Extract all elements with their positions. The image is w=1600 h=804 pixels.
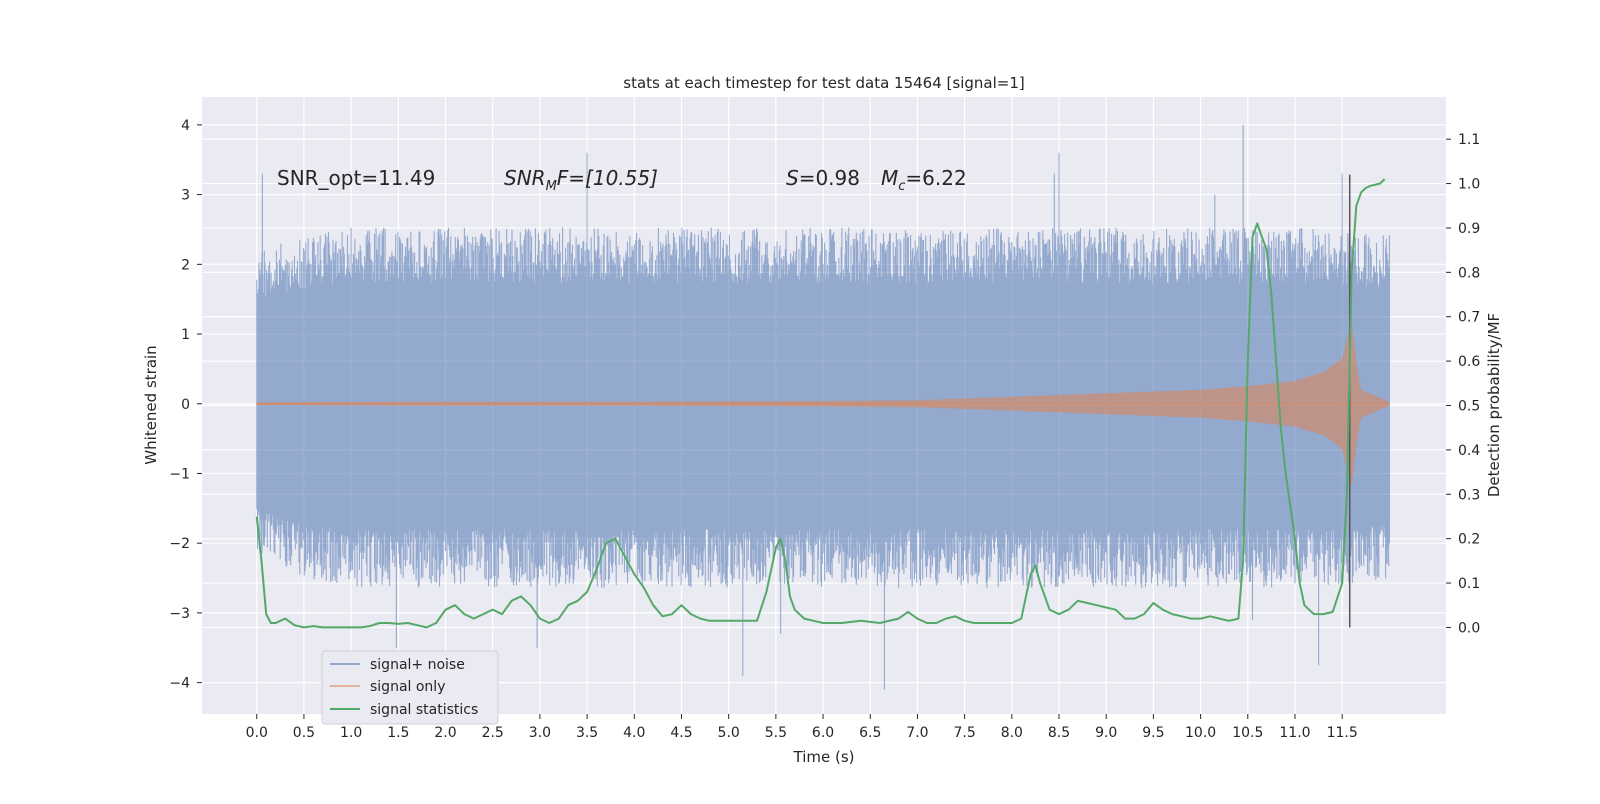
y2-tick-label: 1.1 — [1458, 132, 1480, 148]
snr-mf-subscript: M — [546, 179, 557, 194]
snr-mf-annotation: SNRMF=[10.55] — [504, 166, 658, 194]
x-axis-label: Time (s) — [793, 748, 855, 766]
chirp-mass-annotation: Mc=6.22 — [881, 166, 967, 194]
y-tick-label: 3 — [181, 188, 190, 204]
chart-title: stats at each timestep for test data 154… — [623, 74, 1024, 92]
x-tick-label: 6.5 — [859, 725, 881, 741]
x-tick-label: 1.0 — [340, 725, 362, 741]
x-tick-label: 1.5 — [387, 725, 409, 741]
x-tick-label: 5.5 — [765, 725, 787, 741]
y2-tick-label: 0.4 — [1458, 443, 1480, 459]
x-tick-label: 4.5 — [670, 725, 692, 741]
x-tick-label: 6.0 — [812, 725, 834, 741]
x-tick-label: 8.0 — [1001, 725, 1023, 741]
x-tick-label: 7.0 — [906, 725, 928, 741]
signal-statistics-layer — [255, 178, 1386, 629]
x-tick-label: 9.0 — [1095, 725, 1117, 741]
y2-tick-label: 0.6 — [1458, 354, 1480, 370]
signal-statistics-line — [255, 178, 1386, 629]
y-tick-label: −3 — [169, 606, 190, 622]
y-tick-label: 1 — [181, 327, 190, 343]
y2-tick-label: 0.3 — [1458, 487, 1480, 503]
snr-mf-symbol: SNR — [504, 166, 546, 190]
chirp-mass-value: =6.22 — [905, 166, 966, 190]
x-tick-label: 0.5 — [293, 725, 315, 741]
y2-tick-label: 0.1 — [1458, 576, 1480, 592]
x-tick-label: 2.0 — [434, 725, 456, 741]
y2-tick-label: 1.0 — [1458, 177, 1480, 193]
y-tick-label: 2 — [181, 257, 190, 273]
x-tick-label: 3.0 — [529, 725, 551, 741]
y2-tick-label: 0.9 — [1458, 221, 1480, 237]
overlap-symbol: S — [786, 166, 799, 190]
chirp-mass-symbol: M — [881, 166, 898, 190]
y2-tick-label: 0.8 — [1458, 265, 1480, 281]
y2-tick-labels: 0.0 0.1 0.2 0.3 0.4 0.5 0.6 0.7 0.8 0.9 1.0 1.1 — [1446, 132, 1480, 636]
snr-opt-annotation: SNR_opt=11.49 — [277, 166, 435, 190]
signal-only-layer — [256, 320, 1390, 488]
x-tick-label: 10.5 — [1232, 725, 1263, 741]
y-tick-label: 0 — [181, 397, 190, 413]
x-tick-label: 4.0 — [623, 725, 645, 741]
x-tick-label: 11.5 — [1327, 725, 1358, 741]
legend-label-noise: signal+ noise — [370, 657, 465, 673]
x-tick-label: 8.5 — [1048, 725, 1070, 741]
y2-tick-label: 0.2 — [1458, 532, 1480, 548]
y2-axis-label: Detection probability/MF — [1485, 313, 1503, 497]
legend-label-stats: signal statistics — [370, 702, 478, 718]
y-tick-label: −2 — [169, 536, 190, 552]
x-tick-label: 0.0 — [246, 725, 268, 741]
snr-mf-value: F=[10.55] — [557, 166, 658, 190]
x-tick-label: 11.0 — [1279, 725, 1310, 741]
y-axis-label: Whitened strain — [142, 345, 160, 464]
y-tick-label: −4 — [169, 676, 190, 692]
legend-box — [321, 650, 499, 725]
y-tick-labels: −4 −3 −2 −1 0 1 2 3 4 — [169, 118, 202, 692]
x-tick-label: 7.5 — [954, 725, 976, 741]
y-tick-label: −1 — [169, 466, 190, 482]
overlap-value: =0.98 — [799, 166, 860, 190]
x-tick-label: 2.5 — [482, 725, 504, 741]
y2-tick-label: 0.7 — [1458, 310, 1480, 326]
x-tick-label: 10.0 — [1185, 725, 1216, 741]
x-tick-label: 3.5 — [576, 725, 598, 741]
x-tick-label: 9.5 — [1142, 725, 1164, 741]
chirp-mass-subscript: c — [898, 179, 905, 194]
overlap-annotation: S=0.98 — [786, 166, 860, 190]
y2-tick-label: 0.5 — [1458, 399, 1480, 415]
y-tick-label: 4 — [181, 118, 190, 134]
y2-tick-label: 0.0 — [1458, 620, 1480, 636]
legend-label-signal: signal only — [370, 679, 445, 695]
x-tick-label: 5.0 — [718, 725, 740, 741]
legend: signal+ noise signal only signal statist… — [321, 650, 499, 725]
x-tick-labels: 0.0 0.5 1.0 1.5 2.0 2.5 3.0 3.5 4.0 4.5 5.0 5.5 6.0 6… — [246, 714, 1358, 741]
